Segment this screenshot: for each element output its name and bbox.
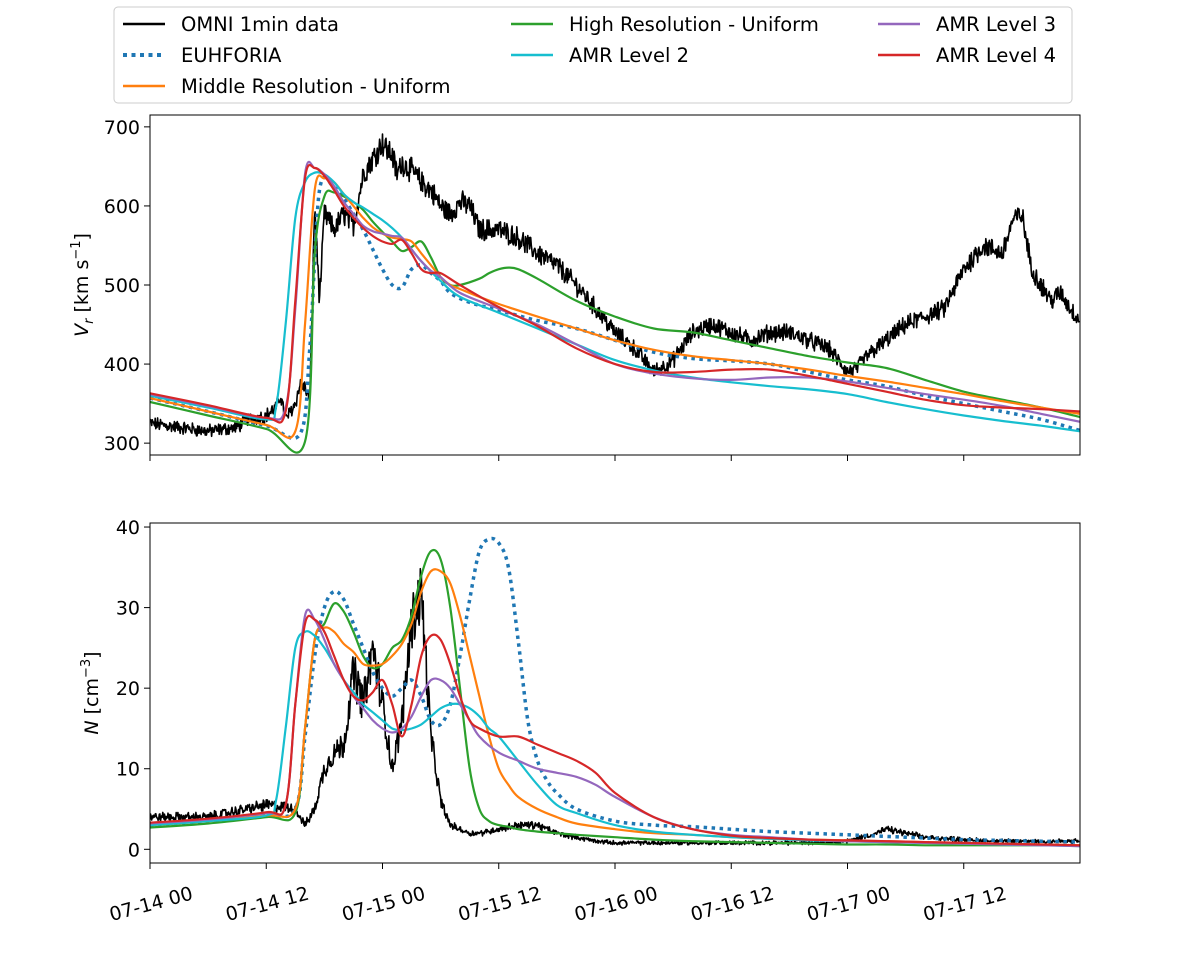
bot-ytick-label: 40	[116, 517, 140, 539]
bot-series-middle-resolution-uniform	[150, 568, 1080, 847]
top-series-omni-1min-data	[150, 133, 1080, 438]
bottom-series-lines	[150, 536, 1080, 848]
xtick-label: 07-16 12	[688, 883, 776, 926]
xtick-label: 07-14 00	[107, 883, 195, 926]
legend-label-amr-level-4: AMR Level 4	[936, 44, 1056, 67]
top-ytick-label: 300	[104, 433, 140, 455]
legend-label-amr-level-3: AMR Level 3	[936, 13, 1056, 36]
bot-ytick-label: 30	[116, 598, 140, 620]
bottom-panel: 0 10 20 30 40 07-14 00 07-14 12 07-15 00 07-15 …	[79, 517, 1081, 926]
bot-series-amr-level-2	[150, 630, 1080, 848]
bot-series-euhforia	[150, 536, 1080, 844]
xtick-label: 07-14 12	[223, 883, 311, 926]
legend-label-middle-resolution-uniform: Middle Resolution - Uniform	[181, 75, 450, 98]
legend-label-omni-1min-data: OMNI 1min data	[181, 13, 339, 36]
top-series-high-resolution-uniform	[150, 189, 1080, 454]
top-series-amr-level-4	[150, 163, 1080, 424]
top-y-axis-title: Vr [km s−1]	[69, 233, 97, 337]
top-panel: 300 400 500 600 700 Vr [km s−1]	[69, 114, 1081, 461]
bot-ytick-label: 10	[116, 759, 140, 781]
xtick-label: 07-15 12	[456, 883, 544, 926]
top-ytick-label: 700	[104, 117, 140, 139]
bot-series-omni-1min-data	[150, 567, 1080, 846]
bottom-x-axis: 07-14 00 07-14 12 07-15 00 07-15 12 07-16 00…	[107, 863, 1009, 926]
top-y-axis: 300 400 500 600 700	[104, 117, 150, 455]
xtick-label: 07-17 00	[805, 883, 893, 926]
xtick-label: 07-17 12	[921, 883, 1009, 926]
top-ytick-label: 400	[104, 354, 140, 376]
bot-ytick-label: 20	[116, 678, 140, 700]
legend-items: OMNI 1min data EUHFORIA Middle Resolution …	[123, 13, 1056, 98]
top-series-lines	[150, 133, 1080, 454]
bot-series-amr-level-4	[150, 614, 1080, 847]
bot-ytick-label: 0	[128, 839, 140, 861]
legend-label-high-resolution-uniform: High Resolution - Uniform	[569, 13, 819, 36]
top-series-amr-level-3	[150, 160, 1080, 423]
xtick-label: 07-15 00	[340, 883, 428, 926]
top-ytick-label: 600	[104, 196, 140, 218]
bottom-y-axis: 0 10 20 30 40	[116, 517, 150, 861]
bottom-y-axis-title: N [cm−3]	[79, 651, 103, 734]
bot-series-high-resolution-uniform	[150, 548, 1080, 847]
legend: OMNI 1min data EUHFORIA Middle Resolution …	[113, 6, 1073, 104]
top-x-axis	[149, 455, 965, 461]
legend-label-euhforia: EUHFORIA	[181, 44, 282, 67]
legend-label-amr-level-2: AMR Level 2	[569, 44, 689, 67]
top-ytick-label: 500	[104, 275, 140, 297]
xtick-label: 07-16 00	[572, 883, 660, 926]
legend-frame	[113, 6, 1073, 104]
